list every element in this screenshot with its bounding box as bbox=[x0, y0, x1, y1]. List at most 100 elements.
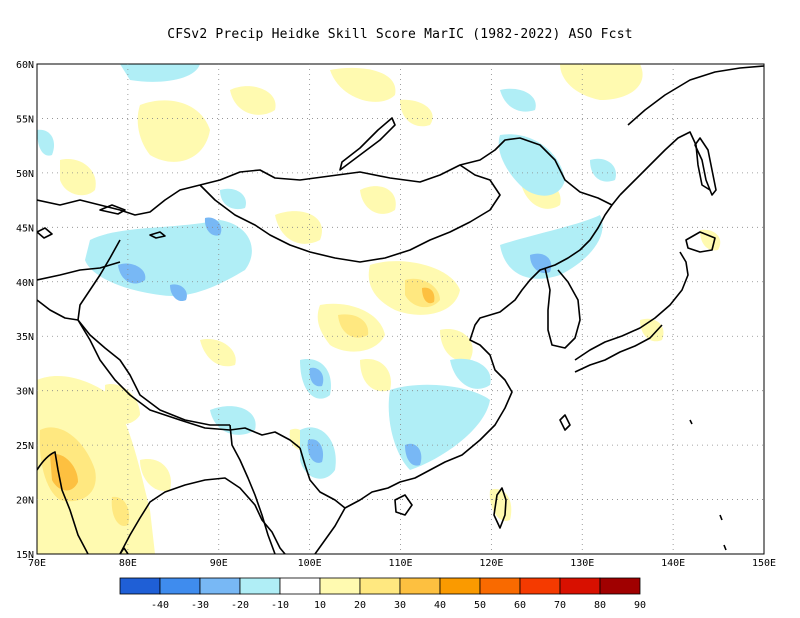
coastline-hainan bbox=[394, 494, 413, 516]
border-india-pakistan bbox=[37, 299, 79, 321]
lake-issyk-kul bbox=[149, 231, 166, 239]
border-china-west bbox=[77, 239, 230, 426]
lake-balkhash bbox=[99, 204, 126, 215]
border-indochina bbox=[299, 447, 346, 509]
negative-skill-patch bbox=[450, 358, 491, 389]
positive-skill-patch bbox=[338, 314, 369, 338]
colorbar-swatch bbox=[239, 577, 281, 595]
longitude-tick-label: 140E bbox=[661, 558, 685, 569]
coastline-okhotsk bbox=[627, 65, 764, 126]
latitude-tick-label: 45N bbox=[16, 223, 34, 234]
colorbar-label: 40 bbox=[434, 600, 446, 611]
coastline-russia-east bbox=[619, 131, 711, 196]
latitude-tick-label: 35N bbox=[16, 332, 34, 343]
longitude-tick-label: 120E bbox=[479, 558, 503, 569]
longitude-tick-label: 100E bbox=[298, 558, 322, 569]
colorbar-label: -40 bbox=[151, 600, 169, 611]
colorbar-label: 90 bbox=[634, 600, 646, 611]
negative-skill-patch bbox=[204, 217, 222, 236]
latitude-tick-label: 50N bbox=[16, 169, 34, 180]
coastline-japan-west bbox=[574, 324, 663, 373]
longitude-tick-label: 70E bbox=[28, 558, 46, 569]
negative-skill-patch bbox=[590, 158, 616, 182]
border-central-asia bbox=[37, 261, 121, 281]
coastline-japan-honshu bbox=[574, 251, 689, 361]
border-himalaya bbox=[77, 319, 301, 449]
latitude-tick-label: 60N bbox=[16, 60, 34, 71]
coastline-south-asia bbox=[37, 451, 89, 554]
positive-skill-patch bbox=[137, 100, 210, 162]
positive-skill-patch bbox=[360, 186, 396, 214]
longitude-tick-label: 80E bbox=[119, 558, 137, 569]
border-china bbox=[199, 137, 613, 206]
colorbar-label: 70 bbox=[554, 600, 566, 611]
colorbar-label: -20 bbox=[231, 600, 249, 611]
colorbar-label: 80 bbox=[594, 600, 606, 611]
longitude-labels: 70E 80E 90E 100E 110E 120E 130E 140E 150E bbox=[28, 558, 776, 569]
positive-skill-patch bbox=[560, 64, 643, 100]
colorbar-swatch bbox=[559, 577, 601, 595]
coastline-bay-of-bengal bbox=[119, 477, 286, 554]
colorbar-swatch bbox=[159, 577, 201, 595]
coastline-sakhalin bbox=[694, 137, 717, 196]
coastlines bbox=[37, 65, 764, 554]
positive-skill-patch bbox=[105, 384, 140, 425]
latitude-labels: 15N 20N 25N 30N 35N 40N 45N 50N 55N 60N bbox=[16, 60, 34, 561]
longitude-tick-label: 90E bbox=[210, 558, 228, 569]
negative-skill-patch bbox=[405, 443, 422, 466]
negative-skill-patch bbox=[498, 134, 565, 196]
positive-skill-patch bbox=[422, 287, 435, 304]
positive-skill-patch bbox=[360, 359, 391, 392]
colorbar-label: 30 bbox=[394, 600, 406, 611]
negative-skill-patch bbox=[120, 64, 200, 82]
colorbar-label: 10 bbox=[314, 600, 326, 611]
positive-skill-patch bbox=[330, 67, 396, 102]
colorbar-swatch bbox=[199, 577, 241, 595]
latitude-tick-label: 55N bbox=[16, 114, 34, 125]
latitude-tick-label: 25N bbox=[16, 441, 34, 452]
negative-skill-patch bbox=[500, 88, 536, 112]
coastline-small-islands bbox=[689, 419, 727, 551]
colorbar-label: -30 bbox=[191, 600, 209, 611]
colorbar-swatch bbox=[319, 577, 361, 595]
colorbar-label: 20 bbox=[354, 600, 366, 611]
positive-skill-patch bbox=[230, 86, 276, 115]
latitude-tick-label: 40N bbox=[16, 278, 34, 289]
coastline-hokkaido bbox=[685, 231, 716, 253]
negative-skill-patch bbox=[118, 263, 146, 284]
coastline-sri-lanka bbox=[119, 547, 129, 554]
positive-skill-patch bbox=[400, 99, 433, 127]
colorbar-label: -10 bbox=[271, 600, 289, 611]
positive-skill-patch bbox=[60, 159, 96, 196]
longitude-tick-label: 110E bbox=[388, 558, 412, 569]
colorbar-swatch bbox=[399, 577, 441, 595]
negative-skill-patch bbox=[220, 188, 246, 210]
colorbar-swatch bbox=[519, 577, 561, 595]
negative-skill-patch bbox=[388, 384, 490, 470]
colorbar-label: 50 bbox=[474, 600, 486, 611]
negative-skill-patch bbox=[210, 406, 256, 435]
longitude-tick-label: 130E bbox=[570, 558, 594, 569]
positive-skill-patch bbox=[489, 489, 512, 521]
border-china-mongolia bbox=[199, 164, 501, 263]
colorbar-swatch bbox=[279, 577, 321, 595]
longitude-tick-label: 150E bbox=[752, 558, 776, 569]
positive-skill-patch bbox=[700, 229, 721, 251]
latitude-tick-label: 15N bbox=[16, 550, 34, 561]
positive-skill-patch bbox=[140, 459, 171, 491]
border-kazakhstan bbox=[37, 184, 201, 216]
colorbar-swatch bbox=[479, 577, 521, 595]
latitude-tick-label: 20N bbox=[16, 496, 34, 507]
latitude-tick-label: 30N bbox=[16, 387, 34, 398]
coastline-philippines-islands bbox=[559, 414, 571, 431]
chart-title: CFSv2 Precip Heidke Skill Score MarIC (1… bbox=[167, 27, 633, 42]
colorbar-swatch bbox=[119, 577, 161, 595]
positive-skill-patch bbox=[440, 329, 473, 362]
positive-skill-patch bbox=[640, 318, 664, 342]
negative-skill-patch bbox=[500, 215, 603, 279]
coastline-taiwan bbox=[493, 487, 507, 529]
coastline-aral bbox=[37, 227, 53, 239]
positive-skill-patch bbox=[275, 211, 322, 244]
negative-skill-patch bbox=[170, 284, 187, 302]
